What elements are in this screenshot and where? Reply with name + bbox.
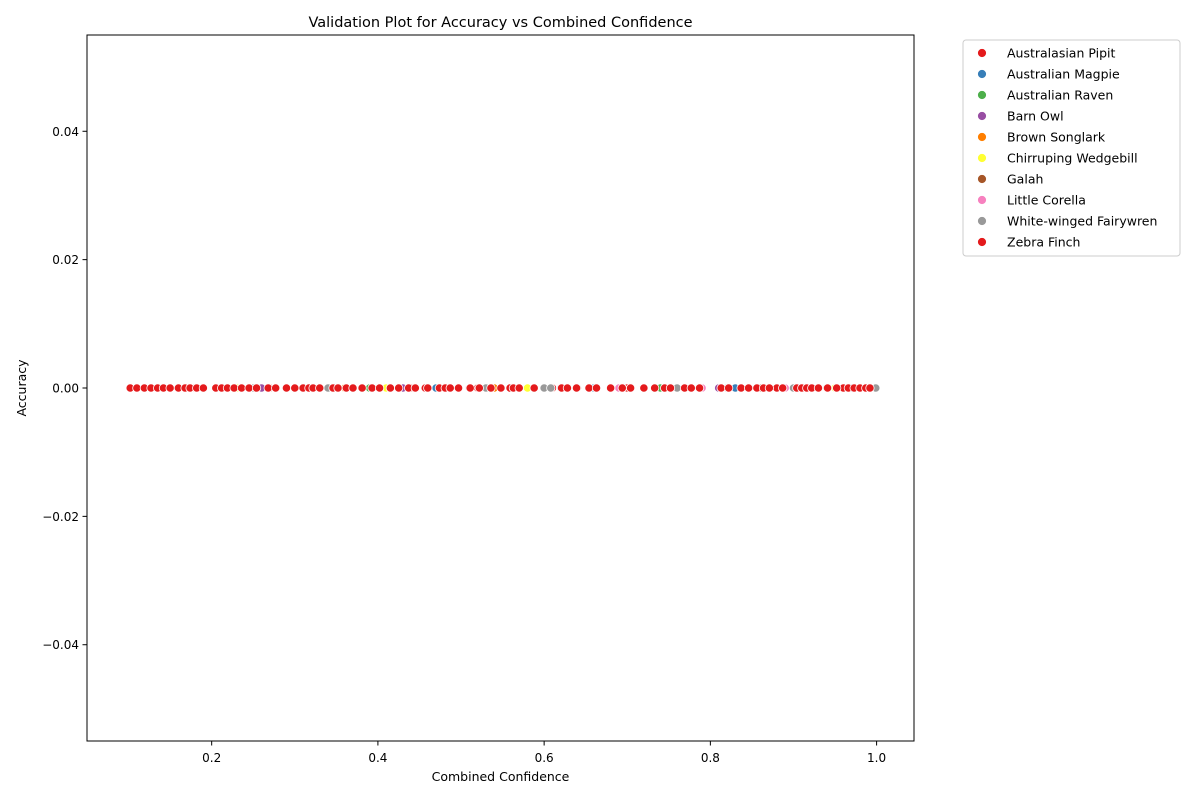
data-point xyxy=(562,383,573,393)
data-point xyxy=(374,383,385,393)
data-point xyxy=(832,383,842,393)
legend-label: Brown Songlark xyxy=(1007,130,1106,145)
x-axis-ticks: 0.2 0.4 0.6 0.8 1.0 xyxy=(202,741,886,765)
y-axis-ticks: −0.04 −0.02 0.00 0.02 0.04 xyxy=(42,125,87,652)
legend-label: White-winged Fairywren xyxy=(1007,214,1157,229)
data-point xyxy=(514,383,524,393)
x-tick-label: 0.2 xyxy=(202,751,221,765)
legend-marker xyxy=(977,111,987,121)
data-point xyxy=(694,383,705,393)
legend-marker xyxy=(977,90,987,100)
data-point xyxy=(865,383,875,393)
data-point xyxy=(743,383,754,393)
legend-frame xyxy=(962,39,1181,257)
y-tick-label: 0.00 xyxy=(52,382,79,396)
plot-marks xyxy=(125,383,881,393)
data-point xyxy=(650,383,660,393)
data-point xyxy=(333,383,343,393)
legend-label: Chirruping Wedgebill xyxy=(1007,151,1138,166)
data-point xyxy=(465,383,475,393)
data-point xyxy=(778,383,788,393)
data-point xyxy=(606,383,616,393)
legend-marker xyxy=(977,69,987,79)
series-9 xyxy=(125,383,875,393)
data-point xyxy=(617,383,627,393)
data-point xyxy=(165,383,175,393)
data-point xyxy=(423,383,433,393)
data-point xyxy=(724,383,734,393)
legend-label: Barn Owl xyxy=(1007,109,1064,124)
data-point xyxy=(315,383,325,393)
x-tick-label: 0.4 xyxy=(368,751,387,765)
legend-label: Australasian Pipit xyxy=(1007,46,1116,61)
data-point xyxy=(486,383,496,393)
x-tick-label: 1.0 xyxy=(867,751,886,765)
legend-label: Galah xyxy=(1007,172,1043,187)
y-tick-label: −0.04 xyxy=(42,638,79,652)
data-point xyxy=(546,383,556,393)
data-point xyxy=(348,383,358,393)
y-tick-label: 0.04 xyxy=(52,125,79,139)
data-point xyxy=(445,383,455,393)
data-point xyxy=(822,383,833,393)
legend-label: Australian Magpie xyxy=(1007,67,1120,82)
data-point xyxy=(271,383,281,393)
data-point xyxy=(496,383,506,393)
data-point xyxy=(665,383,676,393)
x-axis-label: Combined Confidence xyxy=(432,769,570,784)
x-tick-label: 0.8 xyxy=(701,751,720,765)
legend-marker xyxy=(977,237,987,247)
data-point xyxy=(290,383,300,393)
y-tick-label: 0.02 xyxy=(52,253,79,267)
legend-marker xyxy=(977,216,987,226)
legend-marker xyxy=(977,48,987,58)
data-point xyxy=(625,383,636,393)
data-point xyxy=(571,383,582,393)
y-tick-label: −0.02 xyxy=(42,510,79,524)
data-point xyxy=(686,383,696,393)
chart-title: Validation Plot for Accuracy vs Combined… xyxy=(308,15,692,31)
data-point xyxy=(453,383,464,393)
data-point xyxy=(764,383,774,393)
data-point xyxy=(529,383,539,393)
legend: Australasian Pipit Australian Magpie Austr… xyxy=(962,39,1181,257)
data-point xyxy=(591,383,602,393)
legend-marker xyxy=(977,132,987,142)
legend-marker xyxy=(977,174,987,184)
data-point xyxy=(410,383,420,393)
data-point xyxy=(198,383,208,393)
legend-label: Little Corella xyxy=(1007,193,1086,208)
data-point xyxy=(281,383,292,393)
legend-label: Australian Raven xyxy=(1007,88,1113,103)
data-point xyxy=(639,383,649,393)
data-point xyxy=(394,383,404,393)
legend-marker xyxy=(977,153,987,163)
legend-label: Zebra Finch xyxy=(1007,235,1080,250)
data-point xyxy=(385,383,395,393)
x-tick-label: 0.6 xyxy=(535,751,554,765)
data-point xyxy=(357,383,367,393)
data-point xyxy=(813,383,824,393)
legend-marker xyxy=(977,195,987,205)
data-point xyxy=(474,383,484,393)
data-point xyxy=(251,383,262,393)
y-axis-label: Accuracy xyxy=(14,359,29,417)
